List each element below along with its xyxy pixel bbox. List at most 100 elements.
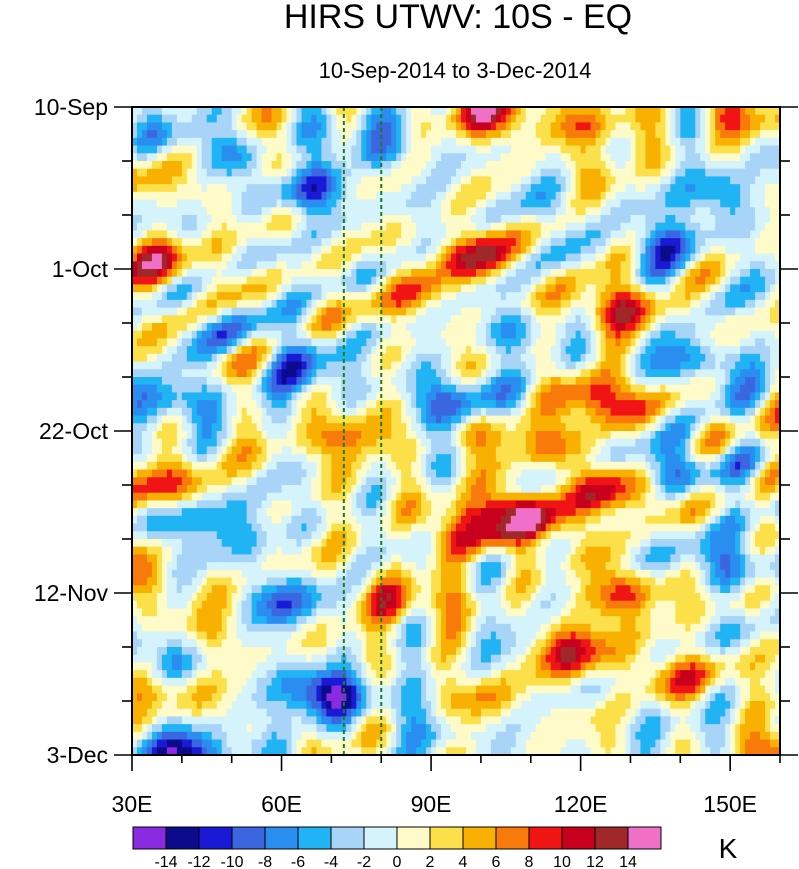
heatmap-cell [500, 122, 507, 131]
heatmap-cell [550, 299, 557, 309]
heatmap-cell [371, 145, 377, 154]
heatmap-cell [401, 199, 407, 208]
heatmap-cell [480, 114, 487, 124]
heatmap-cell [156, 222, 163, 232]
heatmap-cell [381, 222, 387, 232]
heatmap-cell [515, 222, 522, 232]
heatmap-cell [470, 215, 477, 224]
heatmap-cell [366, 176, 372, 185]
heatmap-cell [246, 369, 253, 378]
heatmap-cell [226, 361, 233, 370]
heatmap-cell [605, 114, 612, 124]
heatmap-cell [331, 168, 337, 178]
heatmap-cell [485, 299, 492, 309]
heatmap-cell [351, 137, 357, 147]
heatmap-cell [321, 145, 327, 154]
heatmap-cell [615, 130, 622, 139]
heatmap-cell [560, 161, 567, 170]
heatmap-cell [431, 315, 437, 324]
heatmap-cell [216, 269, 223, 278]
heatmap-cell [565, 292, 572, 301]
heatmap-cell [191, 323, 198, 332]
heatmap-cell [451, 369, 457, 378]
heatmap-cell [411, 176, 417, 185]
heatmap-cell [540, 307, 547, 316]
heatmap-cell [600, 253, 607, 262]
heatmap-cell [196, 153, 203, 162]
heatmap-cell [525, 315, 532, 324]
heatmap-cell [650, 222, 656, 232]
heatmap-cell [166, 161, 173, 170]
heatmap-cell [381, 145, 387, 154]
heatmap-cell [770, 253, 776, 262]
heatmap-cell [266, 153, 273, 162]
heatmap-cell [730, 184, 736, 193]
heatmap-cell [655, 292, 661, 301]
heatmap-cell [236, 315, 243, 324]
heatmap-cell [475, 238, 482, 247]
heatmap-cell [605, 292, 612, 301]
heatmap-cell [171, 122, 178, 131]
heatmap-cell [635, 130, 642, 139]
heatmap-cell [505, 245, 512, 255]
heatmap-cell [680, 330, 686, 340]
heatmap-cell [331, 276, 337, 286]
heatmap-cell [615, 122, 622, 131]
heatmap-cell [241, 276, 248, 286]
heatmap-cell [765, 353, 771, 363]
heatmap-cell [436, 114, 442, 124]
heatmap-cell [331, 307, 337, 316]
heatmap-cell [725, 384, 731, 394]
heatmap-cell [241, 284, 248, 293]
heatmap-cell [161, 392, 168, 401]
heatmap-cell [665, 253, 671, 262]
heatmap-cell [241, 130, 248, 139]
heatmap-cell [226, 323, 233, 332]
heatmap-cell [745, 253, 751, 262]
heatmap-cell [770, 168, 776, 178]
heatmap-cell [436, 107, 442, 116]
heatmap-cell [485, 353, 492, 363]
heatmap-cell [436, 284, 442, 293]
heatmap-cell [256, 168, 263, 178]
heatmap-cell [276, 176, 283, 185]
heatmap-cell [326, 384, 332, 394]
heatmap-cell [306, 346, 313, 355]
heatmap-cell [605, 230, 612, 239]
heatmap-cell [670, 176, 676, 185]
heatmap-cell [660, 323, 666, 332]
heatmap-cell [346, 292, 352, 301]
heatmap-cell [570, 299, 577, 309]
heatmap-cell [441, 261, 447, 270]
heatmap-cell [371, 107, 377, 116]
heatmap-cell [685, 191, 691, 201]
heatmap-cell [575, 122, 582, 131]
heatmap-cell [520, 384, 527, 394]
heatmap-cell [480, 276, 487, 286]
heatmap-cell [401, 361, 407, 370]
heatmap-cell [216, 369, 223, 378]
heatmap-cell [211, 261, 218, 270]
heatmap-cell [316, 253, 323, 262]
heatmap-cell [545, 330, 552, 340]
heatmap-cell [266, 323, 273, 332]
heatmap-cell [685, 392, 691, 401]
heatmap-cell [510, 191, 517, 201]
heatmap-cell [371, 346, 377, 355]
heatmap-cell [376, 176, 382, 185]
heatmap-cell [171, 261, 178, 270]
heatmap-cell [540, 107, 547, 116]
heatmap-cell [650, 153, 656, 162]
heatmap-cell [371, 299, 377, 309]
heatmap-cell [316, 338, 323, 347]
heatmap-cell [141, 307, 148, 316]
heatmap-cell [680, 353, 686, 363]
heatmap-cell [326, 207, 332, 216]
heatmap-cell [156, 176, 163, 185]
heatmap-cell [216, 261, 223, 270]
heatmap-cell [246, 299, 253, 309]
heatmap-cell [266, 199, 273, 208]
heatmap-cell [241, 215, 248, 224]
heatmap-cell [695, 137, 701, 147]
heatmap-cell [381, 330, 387, 340]
